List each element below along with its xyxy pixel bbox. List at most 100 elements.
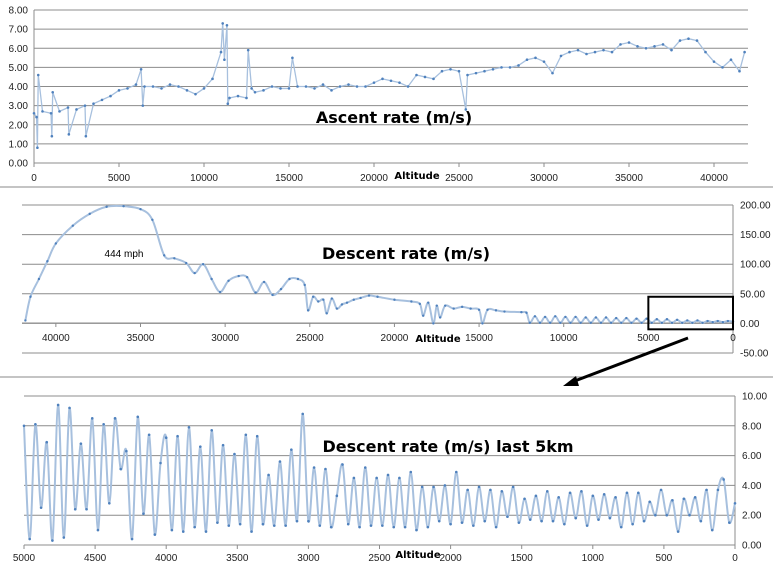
x-tick-label: 0 (732, 553, 738, 564)
data-point (423, 75, 427, 79)
data-point (483, 69, 486, 73)
data-point (159, 461, 162, 465)
data-point (686, 319, 689, 322)
data-point (96, 528, 100, 532)
data-point (117, 89, 121, 92)
x-tick-label: 4000 (155, 553, 178, 564)
data-point (602, 493, 606, 496)
data-point (392, 525, 396, 529)
data-point (49, 111, 53, 115)
x-tick-label: 15000 (465, 333, 493, 344)
data-point (32, 111, 36, 115)
data-point (250, 87, 253, 90)
data-point (635, 317, 638, 320)
data-point (226, 102, 230, 106)
data-point (295, 519, 299, 523)
data-point (489, 488, 492, 492)
data-point (659, 488, 663, 492)
data-point (312, 466, 316, 469)
y-tick-label: 50.00 (740, 289, 765, 300)
data-point (68, 406, 71, 410)
data-point (36, 73, 40, 77)
data-point (670, 321, 674, 325)
ascent-rate-series (32, 22, 746, 149)
data-point (279, 287, 283, 291)
data-point (71, 224, 74, 227)
data-point (576, 48, 580, 52)
data-point (278, 460, 282, 463)
data-point (712, 60, 716, 63)
data-point (660, 321, 664, 325)
data-point (500, 490, 504, 493)
data-point (90, 417, 94, 420)
x-tick-label: 25000 (296, 333, 324, 344)
data-point (494, 309, 498, 312)
data-point (160, 87, 163, 90)
x-tick-label: 15000 (275, 173, 303, 184)
data-point (648, 500, 651, 504)
data-point (36, 146, 39, 149)
axis-ticks: 0.00 1.00 2.00 3.00 4.00 5.00 6.00 7.00 8.00 0 500… (9, 6, 729, 185)
data-point (591, 494, 595, 498)
data-point (491, 67, 495, 71)
data-point (706, 319, 709, 323)
data-point (187, 425, 191, 429)
y-tick-label: 0.00 (742, 541, 762, 552)
data-point (313, 87, 316, 90)
data-point (722, 478, 725, 481)
data-point (73, 507, 77, 511)
x-tick-label: 4500 (84, 553, 107, 564)
chart-title: Descent rate (m/s) (322, 244, 490, 263)
x-tick-label: 30000 (530, 173, 558, 184)
data-point (58, 110, 61, 113)
data-point (593, 50, 597, 54)
data-point (170, 528, 174, 532)
data-point (163, 254, 166, 257)
data-point (517, 64, 520, 67)
data-point (147, 433, 151, 437)
data-point (538, 321, 542, 325)
data-point (517, 521, 521, 524)
data-point (427, 301, 430, 304)
x-tick-label: 500 (656, 553, 673, 564)
data-point (699, 519, 703, 523)
data-point (580, 490, 583, 493)
data-point (221, 443, 225, 447)
x-tick-label: 3000 (297, 553, 320, 564)
data-point (627, 41, 631, 44)
data-point (534, 56, 537, 60)
data-point (139, 207, 142, 211)
data-point (28, 537, 31, 541)
y-tick-label: 100.00 (740, 260, 771, 271)
data-point (716, 488, 720, 492)
data-point (359, 296, 362, 300)
x-tick-label: 10000 (550, 333, 578, 344)
data-point (670, 48, 673, 52)
data-point (279, 87, 282, 90)
data-point (340, 303, 344, 306)
data-point (481, 322, 484, 325)
data-point (630, 321, 633, 325)
zoom-highlight-box (647, 295, 734, 331)
data-point (136, 415, 140, 419)
data-point (403, 525, 407, 529)
data-point (367, 294, 371, 297)
y-tick-label: 150.00 (740, 230, 771, 241)
data-point (50, 134, 54, 138)
data-point (108, 501, 111, 505)
data-point (287, 87, 291, 90)
data-point (288, 277, 291, 281)
data-point (335, 494, 339, 498)
data-point (716, 319, 719, 323)
data-point (406, 85, 410, 88)
y-tick-label: 10.00 (742, 392, 767, 403)
data-point (168, 83, 172, 86)
x-tick-label: 40000 (700, 173, 728, 184)
data-point (364, 85, 367, 88)
x-tick-label: 35000 (127, 333, 155, 344)
data-point (134, 83, 138, 86)
data-point (645, 317, 648, 320)
data-point (193, 525, 196, 529)
data-point (307, 519, 310, 523)
